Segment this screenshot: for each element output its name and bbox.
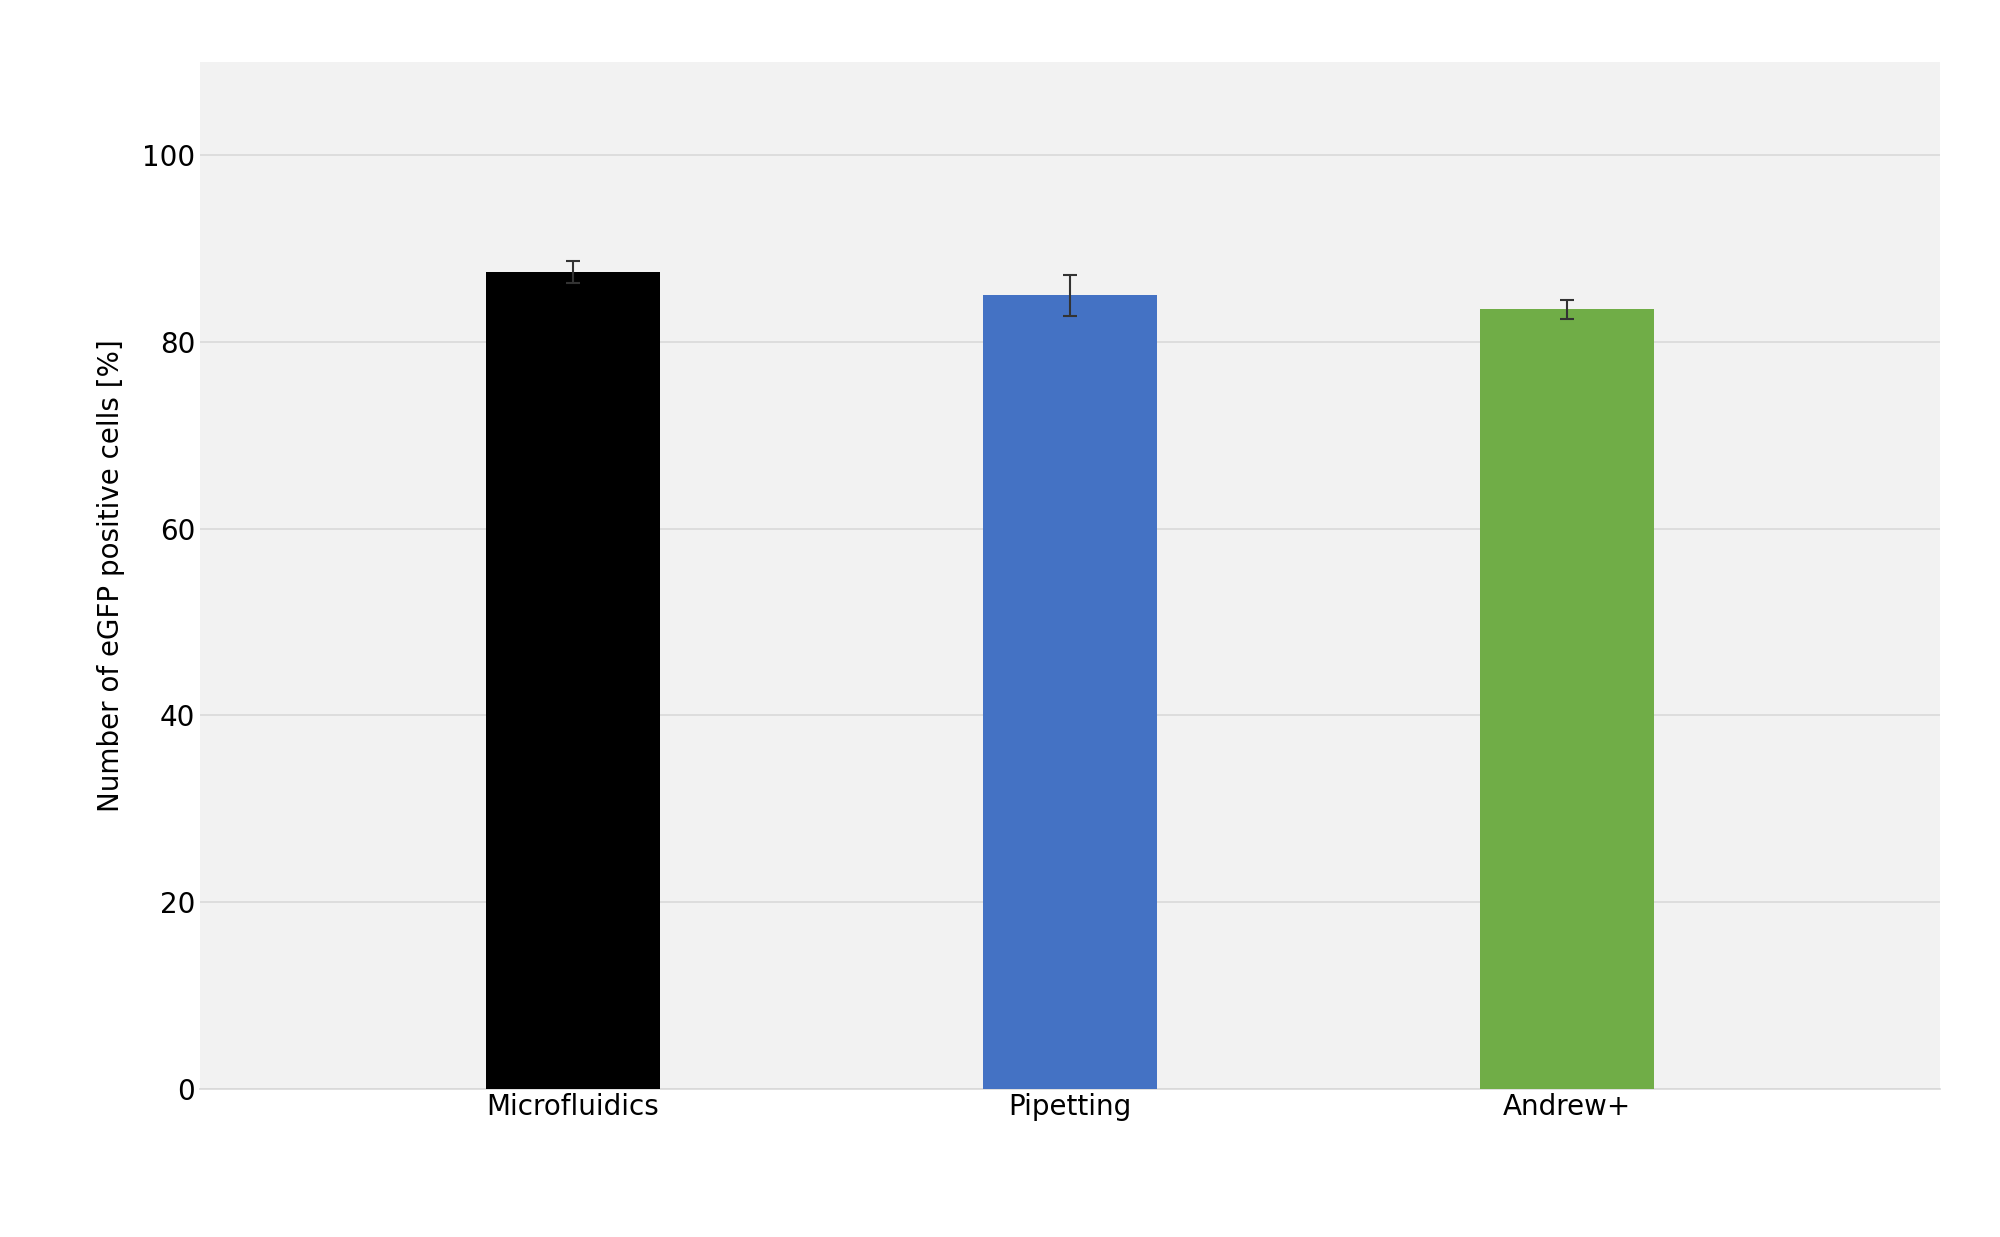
Bar — [486, 272, 660, 1089]
Y-axis label: Number of eGFP positive cells [%]: Number of eGFP positive cells [%] — [98, 339, 126, 811]
Bar — [984, 296, 1156, 1089]
Bar — [1480, 309, 1654, 1089]
